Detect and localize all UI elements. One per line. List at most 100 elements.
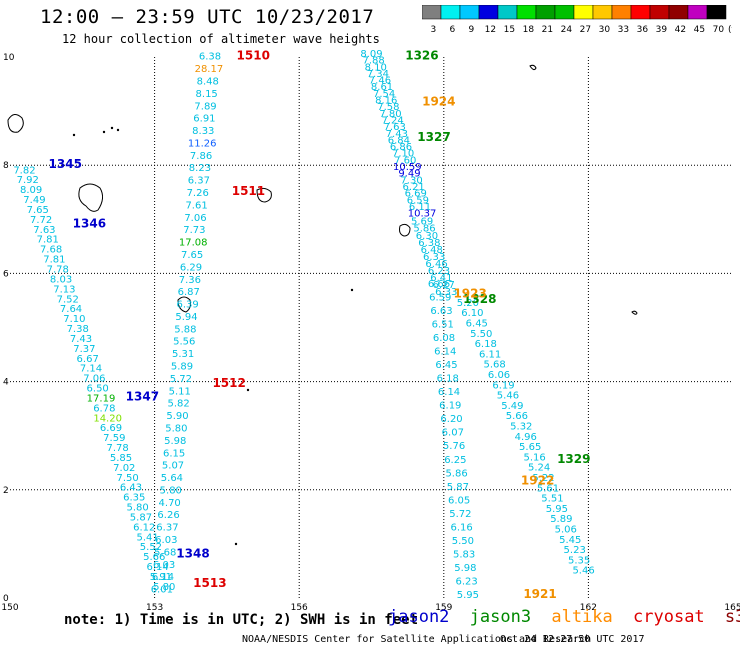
wave-height-value: 6.35 [123,493,145,504]
wave-height-value: 6.23 [428,266,450,277]
y-tick-label: 2 [3,486,9,496]
wave-height-value: 10.59 [393,162,422,173]
wave-height-value: 6.69 [100,423,122,434]
legend-jason2: jason2 [388,607,450,627]
pass-time-label: 1346 [73,216,106,230]
wave-height-value: 6.69 [405,189,427,200]
wave-height-value: 6.16 [450,522,472,533]
wave-height-value: 7.81 [43,255,65,266]
wave-height-value: 5.91 [150,572,172,583]
wave-height-value: 6.41 [430,273,452,284]
wave-height-value: 6.45 [435,360,457,371]
wave-height-value: 17.19 [87,393,116,404]
y-tick-label: 6 [3,269,9,279]
island-dot [110,126,114,130]
colorbar-label: 9 [469,25,475,35]
wave-height-value: 6.18 [475,339,497,350]
pass-time-label: 1512 [212,376,245,390]
wave-height-value: 6.14 [438,387,460,398]
wave-height-value: 7.46 [369,76,391,87]
wave-height-value: 7.86 [190,151,212,162]
credit-line: NOAA/NESDIS Center for Satellite Applica… [242,634,592,645]
wave-height-value: 7.38 [67,324,89,335]
wave-height-value: 5.87 [447,482,469,493]
wave-height-value: 5.50 [470,329,492,340]
wave-height-value: 5.45 [559,535,581,546]
wave-height-value: 6.86 [390,142,412,153]
wave-height-value: 6.84 [388,135,410,146]
island-outline [399,223,411,237]
wave-height-value: 17.08 [179,238,208,249]
wave-height-value: 6.67 [77,354,99,365]
wave-height-value: 6.91 [193,114,215,125]
wave-height-value: 6.07 [442,428,464,439]
wave-height-value: 7.13 [53,284,75,295]
wave-height-value: 8.10 [365,62,387,73]
wave-height-value: 5.06 [555,524,577,535]
colorbar-label: 36 [637,25,649,35]
wave-height-value: 6.21 [403,182,425,193]
colorbar-label: 3 [431,25,437,35]
wave-height-value: 5.66 [506,411,528,422]
wave-height-value: 6.29 [180,262,202,273]
wave-height-value: 6.43 [120,483,142,494]
wave-height-value: 6.14 [152,572,174,583]
satellite-legend: jason2 jason3 altika cryosat s3a [388,607,740,627]
wave-height-value: 7.14 [80,364,102,375]
wave-height-value: 5.07 [162,461,184,472]
wave-height-value: 5.89 [171,362,193,373]
wave-height-value: 6.12 [133,522,155,533]
wave-height-value: 5.98 [454,563,476,574]
pass-time-label: 1511 [232,184,265,198]
island-outline [256,187,272,203]
wave-height-value: 5.56 [173,337,195,348]
wave-height-value: 6.33 [423,252,445,263]
wave-height-value: 8.09 [20,185,42,196]
island-dot [72,133,76,137]
wave-height-value: 5.90 [166,411,188,422]
wave-height-value: 7.54 [373,89,395,100]
wave-height-value: 5.72 [170,374,192,385]
wave-height-value: 5.22 [532,473,554,484]
wave-height-value: 5.64 [161,473,183,484]
wave-height-value: 6.37 [188,176,210,187]
wave-height-value: 7.64 [60,304,82,315]
wave-height-value: 10.37 [408,209,437,220]
wave-height-value: 6.08 [433,333,455,344]
wave-height-value: 7.36 [179,275,201,286]
wave-height-value: 5.51 [541,494,563,505]
wave-height-value: 7.06 [184,213,206,224]
wave-height-value: 5.31 [172,349,194,360]
wave-height-value: 6.19 [439,401,461,412]
wave-height-value: 6.03 [153,560,175,571]
wave-height-value: 9.49 [398,169,420,180]
wave-height-value: 5.76 [443,441,465,452]
wave-height-value: 8.33 [192,126,214,137]
y-tick-label: 4 [3,378,9,388]
pass-time-label: 1923 [453,287,486,301]
wave-height-value: 7.37 [73,344,95,355]
legend-altika: altika [551,607,613,627]
island-dot [102,130,106,134]
wave-height-value: 6.26 [157,510,179,521]
y-tick-label: 0 [3,594,9,604]
x-tick-label: 162 [580,603,597,613]
wave-height-value: 5.82 [168,399,190,410]
wave-height-value: 6.59 [429,292,451,303]
wave-height-value: 7.06 [83,374,105,385]
legend-s3a: s3a [724,607,740,627]
wave-height-value: 5.23 [564,545,586,556]
chart-title: 12:00 – 23:59 UTC 10/23/2017 [40,6,375,28]
wave-height-value: 7.24 [381,115,403,126]
wave-height-value: 5.80 [160,485,182,496]
x-tick-label: 159 [435,603,452,613]
wave-height-value: 8.61 [371,82,393,93]
wave-height-value: 7.52 [57,294,79,305]
chart-subtitle: 12 hour collection of altimeter wave hei… [62,32,380,46]
wave-height-value: 5.95 [457,590,479,601]
pass-time-label: 1327 [417,130,450,144]
wave-height-value: 7.43 [386,129,408,140]
colorbar-label: 15 [504,25,515,35]
